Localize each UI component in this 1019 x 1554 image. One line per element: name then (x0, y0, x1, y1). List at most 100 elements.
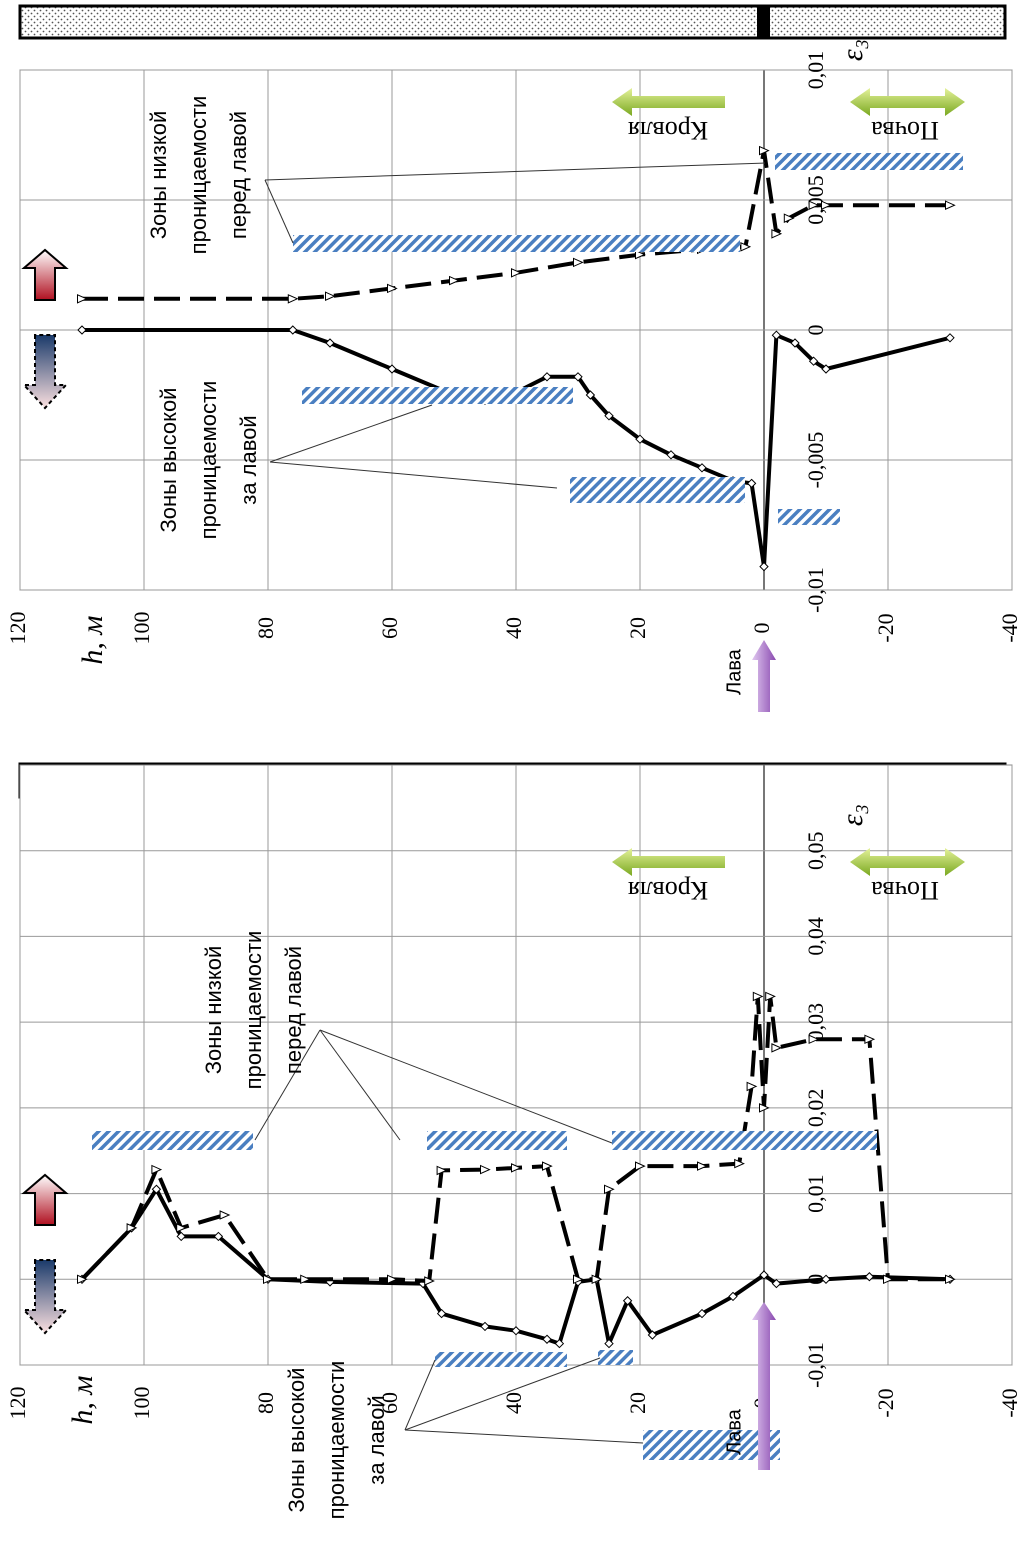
marker (808, 200, 820, 210)
marker (542, 1334, 552, 1344)
marker (697, 1308, 707, 1319)
marker (151, 1164, 163, 1175)
zone-label: проницаемости (241, 931, 266, 1090)
marker (746, 478, 757, 489)
marker (821, 1274, 831, 1284)
marker (480, 1321, 490, 1332)
charts: 120 100 80 60 40 20 0 -20 -40 -0,01 -0,005 0 0,005 0,… (5, 39, 1019, 1425)
marker (635, 434, 645, 444)
zone-label: за лавой (364, 1395, 389, 1484)
x-tick-label: -20 (873, 613, 898, 642)
marker (325, 338, 335, 348)
x-tick-label: 100 (129, 612, 154, 645)
marker (771, 1043, 783, 1053)
chart: 120100806040200-20-40-0,0100,010,020,030… (5, 764, 1019, 1425)
arrows (21, 88, 965, 1470)
marker (759, 1103, 770, 1113)
marker (573, 372, 583, 382)
x-axis-label: h, м (66, 1375, 99, 1424)
marker (697, 1161, 708, 1171)
x-tick-label: 0 (749, 623, 774, 634)
x-tick-label: -40 (997, 613, 1019, 642)
y-tick-label: 0,02 (803, 1089, 828, 1128)
zone-label: Зоны низкой (201, 946, 226, 1075)
leader-lines (254, 162, 766, 1444)
zone-label: проницаемости (196, 381, 221, 540)
marker (783, 213, 795, 223)
x-tick-label: 120 (5, 612, 30, 645)
marker (77, 294, 88, 304)
roof-label: Кровля (628, 876, 708, 905)
zone-label: проницаемости (324, 1361, 349, 1520)
x-tick-label: 80 (253, 617, 278, 639)
y-axis-label: ε₃ (836, 39, 869, 61)
marker (387, 1274, 398, 1285)
marker (591, 1274, 603, 1285)
marker (436, 1165, 448, 1176)
y-tick-label: 0,03 (803, 1003, 828, 1041)
marker (746, 1081, 758, 1092)
zone-label: перед лавой (226, 111, 251, 239)
marker (752, 991, 764, 1002)
y-tick-label: 0,01 (803, 1174, 828, 1213)
marker (765, 991, 776, 1002)
marker (635, 1161, 646, 1171)
marker (511, 1326, 521, 1336)
marker (759, 561, 769, 572)
marker (573, 1274, 584, 1285)
marker (604, 411, 614, 421)
x-tick-label: 60 (377, 1392, 402, 1414)
marker (77, 325, 87, 335)
marker (771, 229, 783, 239)
marker (945, 1274, 956, 1285)
marker (300, 1274, 311, 1285)
zones (92, 153, 963, 1460)
marker (287, 294, 299, 304)
x-tick-label: -20 (873, 1388, 898, 1417)
marker (219, 1210, 231, 1220)
marker (945, 200, 956, 210)
y-tick-label: 0,05 (803, 831, 828, 870)
marker (759, 1270, 769, 1280)
x-tick-label: 100 (129, 1387, 154, 1420)
x-tick-label: 40 (501, 1392, 526, 1414)
marker (728, 1291, 738, 1302)
annotations: Зоны низкой проницаемости перед лавой Зоны … (146, 96, 939, 1520)
x-tick-label: 40 (501, 617, 526, 639)
marker (77, 1274, 88, 1285)
marker (740, 242, 752, 252)
marker (511, 1163, 522, 1173)
marker (864, 1272, 875, 1282)
marker (542, 372, 552, 382)
marker (604, 1338, 614, 1349)
marker (697, 463, 707, 473)
x-tick-label: 20 (625, 1392, 650, 1414)
zone-label: Зоны низкой (146, 111, 171, 240)
marker (387, 364, 397, 374)
marker (387, 283, 398, 294)
marker (436, 1308, 447, 1319)
strata-top (18, 4, 1007, 40)
marker (821, 200, 832, 210)
face-label: Лава (723, 1408, 745, 1455)
marker (734, 1158, 745, 1169)
x-tick-label: 60 (377, 617, 402, 639)
marker (263, 1274, 274, 1285)
x-axis-label: h, м (76, 615, 109, 664)
series-line (82, 328, 951, 569)
zone-label: проницаемости (186, 96, 211, 255)
zone-label: перед лавой (281, 946, 306, 1074)
y-tick-label: 0,005 (803, 175, 828, 225)
x-tick-label: 120 (5, 1387, 30, 1420)
y-tick-label: 0,01 (803, 51, 828, 90)
marker (790, 338, 800, 348)
marker (213, 1231, 224, 1242)
marker (480, 1164, 491, 1175)
marker (176, 1231, 186, 1242)
marker (808, 1034, 820, 1045)
marker (945, 333, 955, 343)
marker (883, 1274, 894, 1285)
series-line (80, 994, 950, 1283)
marker (666, 450, 676, 460)
